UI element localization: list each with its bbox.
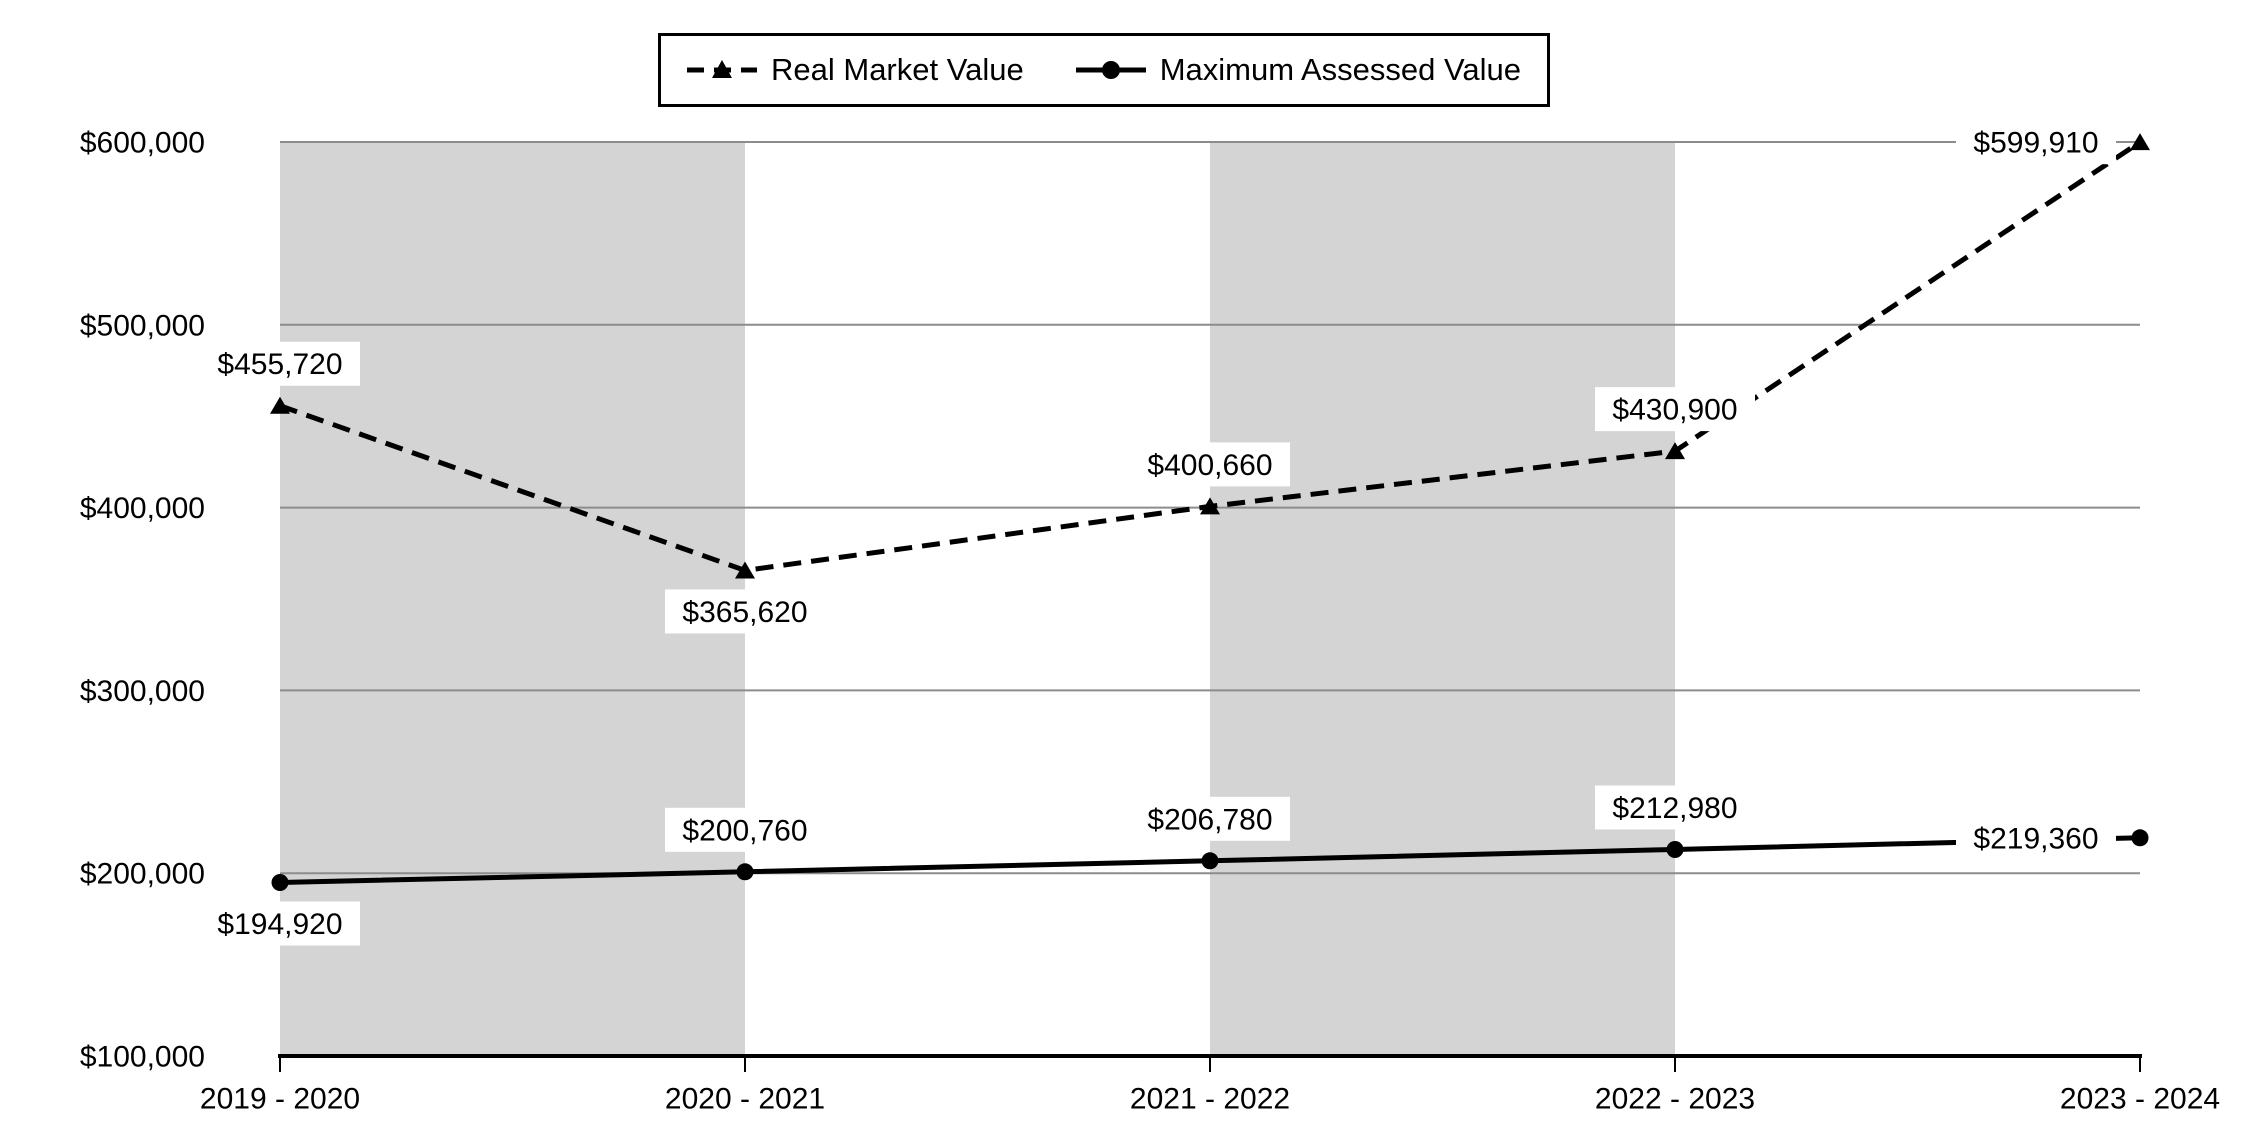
data-label: $599,910 [1973, 127, 2098, 160]
x-axis-label: 2023 - 2024 [2060, 1083, 2220, 1116]
solid-line-circle-marker-icon [1075, 61, 1146, 79]
data-label: $400,660 [1147, 449, 1272, 482]
circle-marker-icon [736, 863, 754, 881]
data-label: $194,920 [217, 908, 342, 941]
triangle-marker-icon [2130, 133, 2150, 151]
y-axis-tick-label: $600,000 [80, 127, 205, 160]
legend-label-real-market-value: Real Market Value [771, 52, 1024, 87]
triangle-marker-icon [270, 396, 290, 414]
data-label: $206,780 [1147, 803, 1272, 836]
data-label: $219,360 [1973, 822, 2098, 855]
dashed-line-triangle-marker-icon [687, 60, 757, 78]
data-label: $430,900 [1612, 394, 1737, 427]
y-axis-tick-label: $100,000 [80, 1041, 205, 1074]
data-label-bg [200, 341, 360, 386]
y-axis-tick-label: $300,000 [80, 675, 205, 708]
circle-marker-icon [1666, 840, 1684, 858]
data-label-bg [1956, 120, 2116, 165]
x-axis-label: 2019 - 2020 [200, 1083, 360, 1116]
data-label: $212,980 [1612, 792, 1737, 825]
data-label-bg [200, 901, 360, 946]
y-axis-tick-label: $400,000 [80, 492, 205, 525]
data-label-bg [665, 589, 825, 634]
triangle-marker-icon [1200, 497, 1220, 515]
data-label-bg [1130, 796, 1290, 841]
circle-marker-icon [2131, 829, 2149, 847]
plot-band [1210, 142, 1675, 1056]
y-axis-tick-label: $200,000 [80, 858, 205, 891]
data-label-bg [1956, 815, 2116, 860]
legend: Real Market Value Maximum Assessed Value [658, 33, 1550, 107]
x-axis-label: 2022 - 2023 [1595, 1083, 1755, 1116]
triangle-marker-icon [735, 561, 755, 579]
x-axis-label: 2020 - 2021 [665, 1083, 825, 1116]
circle-marker-icon [1201, 852, 1219, 870]
data-label-bg [665, 807, 825, 852]
data-label-bg [1595, 785, 1755, 830]
circle-marker-icon [271, 873, 289, 891]
data-label: $455,720 [217, 348, 342, 381]
triangle-marker-icon [1665, 442, 1685, 460]
data-label-bg [1595, 387, 1755, 432]
data-label: $200,760 [682, 814, 807, 847]
data-label-bg [1130, 442, 1290, 487]
legend-item-real-market-value: Real Market Value [687, 52, 1024, 88]
data-label: $365,620 [682, 596, 807, 629]
legend-label-maximum-assessed-value: Maximum Assessed Value [1159, 52, 1521, 87]
y-axis-tick-label: $500,000 [80, 309, 205, 342]
x-axis-label: 2021 - 2022 [1130, 1083, 1290, 1116]
legend-item-maximum-assessed-value: Maximum Assessed Value [1075, 52, 1521, 88]
